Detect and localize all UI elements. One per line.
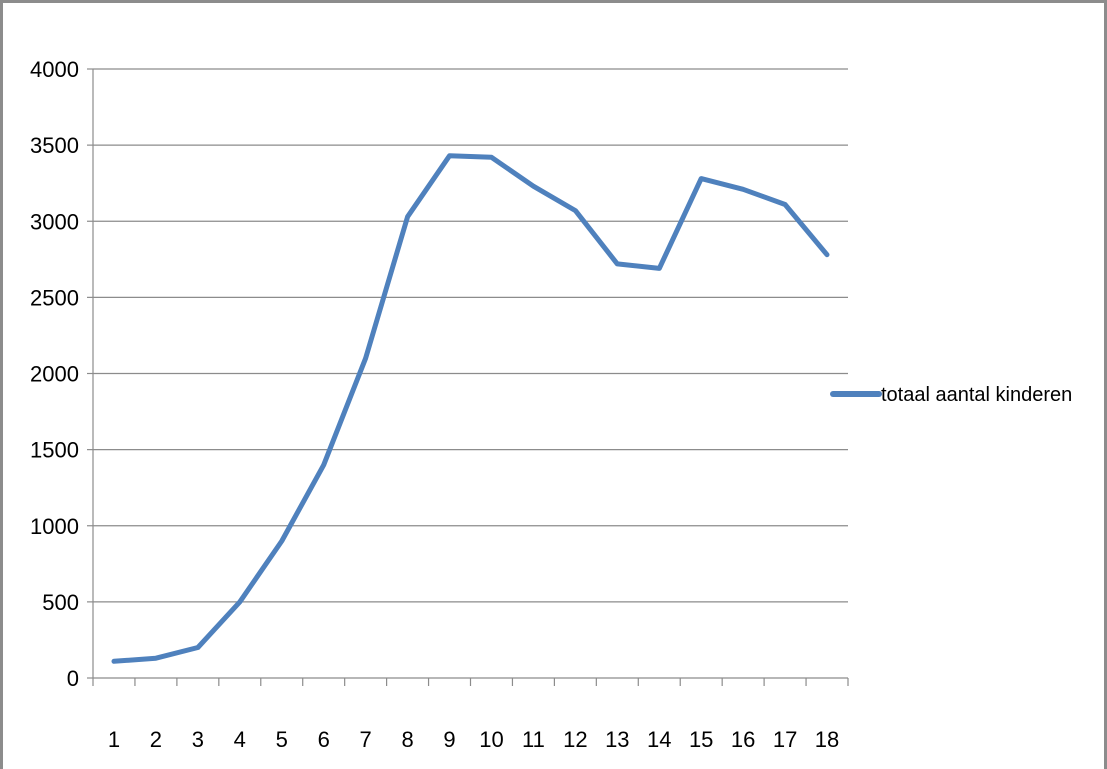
y-tick-label-1500: 1500: [30, 438, 79, 463]
legend-label-totaal-aantal-kinderen: totaal aantal kinderen: [881, 384, 1072, 406]
x-tick-label-10: 10: [479, 727, 503, 752]
y-tick-label-3000: 3000: [30, 209, 79, 234]
x-tick-label-11: 11: [522, 727, 545, 752]
x-tick-label-5: 5: [276, 727, 288, 752]
y-axis: 0 500 1000 1500 2000 2500 3000 3500 4000: [30, 57, 94, 691]
x-tick-label-14: 14: [647, 727, 671, 752]
x-tick-label-16: 16: [731, 727, 755, 752]
x-tick-label-13: 13: [605, 727, 629, 752]
x-tick-label-6: 6: [318, 727, 330, 752]
y-tick-label-2000: 2000: [30, 362, 79, 387]
x-tick-label-18: 18: [815, 727, 839, 752]
y-tick-label-1000: 1000: [30, 514, 79, 539]
legend: totaal aantal kinderen: [830, 384, 1072, 406]
x-tick-label-7: 7: [360, 727, 372, 752]
y-tick-label-500: 500: [42, 590, 79, 615]
x-tick-label-9: 9: [443, 727, 455, 752]
x-tick-label-4: 4: [234, 727, 246, 752]
x-tick-label-17: 17: [773, 727, 797, 752]
y-tick-label-2500: 2500: [30, 285, 79, 310]
x-tick-label-3: 3: [192, 727, 204, 752]
gridlines: [93, 68, 848, 603]
series-layer: [111, 153, 830, 664]
y-tick-label-3500: 3500: [30, 133, 79, 158]
x-tick-label-12: 12: [563, 727, 587, 752]
x-tick-label-2: 2: [150, 727, 162, 752]
y-tick-label-0: 0: [67, 666, 79, 691]
x-tick-label-8: 8: [401, 727, 413, 752]
x-tick-label-15: 15: [689, 727, 713, 752]
x-tick-label-1: 1: [108, 727, 120, 752]
x-axis: 1 2 3 4 5 6 7 8 9 10 11 12 13 14 15 16 17 18: [92, 677, 849, 752]
series-line-0: [111, 153, 830, 664]
y-tick-label-4000: 4000: [30, 57, 79, 82]
